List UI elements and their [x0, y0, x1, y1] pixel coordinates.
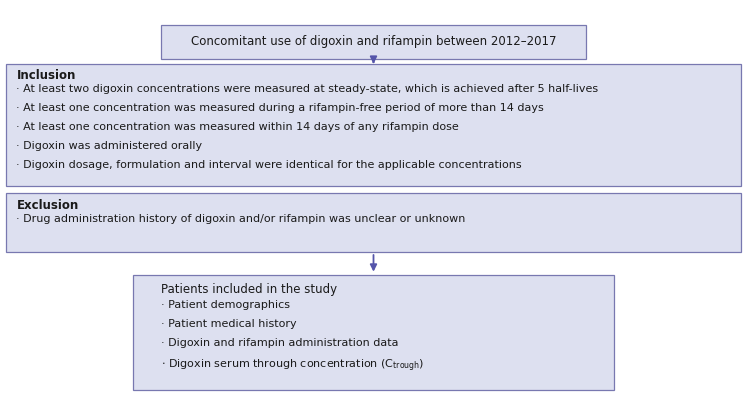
Text: · At least one concentration was measured within 14 days of any rifampin dose: · At least one concentration was measure… [16, 122, 459, 132]
FancyBboxPatch shape [6, 64, 741, 186]
FancyBboxPatch shape [161, 25, 586, 59]
Text: · Digoxin was administered orally: · Digoxin was administered orally [16, 141, 202, 151]
FancyBboxPatch shape [133, 275, 614, 390]
Text: $\mathregular{\cdot}$ Digoxin serum through concentration (C$_{\mathregular{trou: $\mathregular{\cdot}$ Digoxin serum thro… [161, 358, 425, 374]
Text: · Patient demographics: · Patient demographics [161, 300, 291, 310]
Text: Patients included in the study: Patients included in the study [161, 283, 338, 296]
Text: · At least two digoxin concentrations were measured at steady-state, which is ac: · At least two digoxin concentrations we… [16, 84, 598, 94]
Text: · Patient medical history: · Patient medical history [161, 319, 297, 329]
Text: Inclusion: Inclusion [16, 69, 75, 83]
FancyBboxPatch shape [6, 193, 741, 252]
Text: Concomitant use of digoxin and rifampin between 2012–2017: Concomitant use of digoxin and rifampin … [190, 36, 557, 48]
Text: Exclusion: Exclusion [16, 199, 78, 212]
Text: · Digoxin and rifampin administration data: · Digoxin and rifampin administration da… [161, 338, 399, 348]
Text: · At least one concentration was measured during a rifampin-free period of more : · At least one concentration was measure… [16, 103, 544, 113]
Text: · Digoxin dosage, formulation and interval were identical for the applicable con: · Digoxin dosage, formulation and interv… [16, 160, 522, 170]
Text: · Drug administration history of digoxin and/or rifampin was unclear or unknown: · Drug administration history of digoxin… [16, 214, 466, 224]
